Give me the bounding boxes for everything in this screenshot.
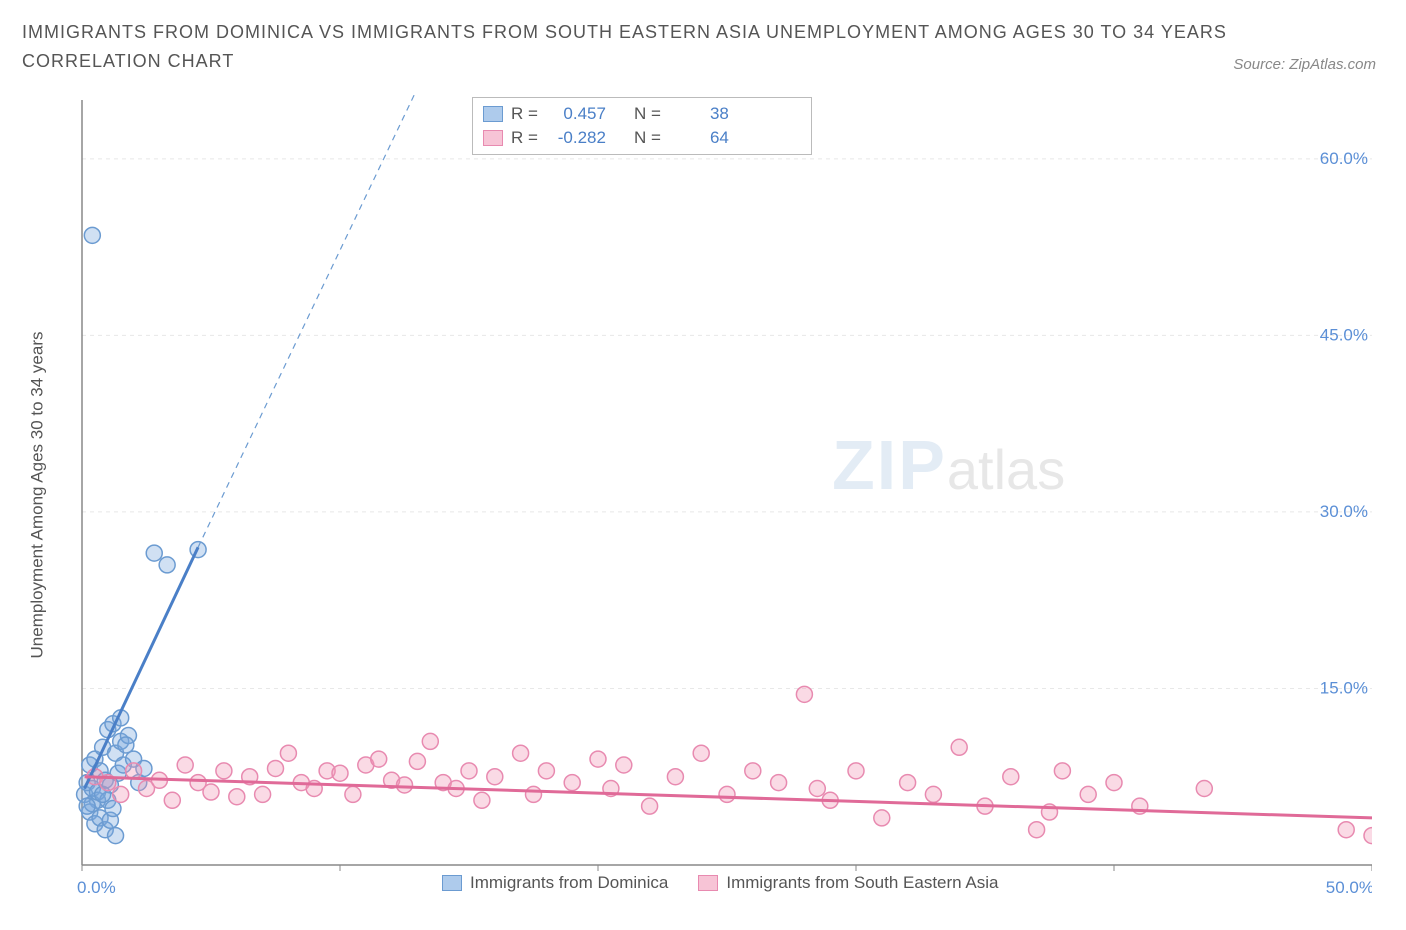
svg-text:30.0%: 30.0% [1320,502,1368,521]
legend-swatch [442,875,462,891]
legend-label: Immigrants from South Eastern Asia [726,873,998,893]
legend-swatch [698,875,718,891]
chart-title-line-2: CORRELATION CHART [22,47,1406,76]
title-block: IMMIGRANTS FROM DOMINICA VS IMMIGRANTS F… [0,0,1406,76]
stats-row: R = 0.457 N = 38 [483,102,801,126]
svg-text:50.0%: 50.0% [1326,878,1372,895]
stat-r-label: R = [511,104,538,124]
y-axis-label: Unemployment Among Ages 30 to 34 years [27,332,47,659]
svg-text:45.0%: 45.0% [1320,325,1368,344]
legend-label: Immigrants from Dominica [470,873,668,893]
svg-text:60.0%: 60.0% [1320,149,1368,168]
stats-row: R = -0.282 N = 64 [483,126,801,150]
legend-item: Immigrants from Dominica [442,873,668,893]
legend-swatch [483,130,503,146]
source-attribution: Source: ZipAtlas.com [1233,56,1376,73]
legend-swatch [483,106,503,122]
source-prefix: Source: [1233,56,1289,73]
svg-text:0.0%: 0.0% [77,878,116,895]
stat-r-label: R = [511,128,538,148]
svg-text:15.0%: 15.0% [1320,678,1368,697]
stat-n-label: N = [634,128,661,148]
scatter-plot-svg: 15.0% 30.0% 45.0% 60.0% 0.0% 50.0% [72,95,1372,895]
series-legend: Immigrants from Dominica Immigrants from … [442,873,998,893]
y-axis-label-container: Unemployment Among Ages 30 to 34 years [22,95,52,895]
stat-r-value: -0.282 [546,128,606,148]
correlation-stats-box: R = 0.457 N = 38 R = -0.282 N = 64 [472,97,812,155]
legend-item: Immigrants from South Eastern Asia [698,873,998,893]
stat-n-value: 38 [669,104,729,124]
stat-n-value: 64 [669,128,729,148]
chart-title-line-1: IMMIGRANTS FROM DOMINICA VS IMMIGRANTS F… [22,18,1406,47]
chart-area: Unemployment Among Ages 30 to 34 years 1… [22,95,1382,895]
source-name: ZipAtlas.com [1289,56,1376,73]
stat-r-value: 0.457 [546,104,606,124]
stat-n-label: N = [634,104,661,124]
plot-area: 15.0%30.0%45.0%60.0%0.0%50.0% ZIPatlas R… [72,95,1372,895]
